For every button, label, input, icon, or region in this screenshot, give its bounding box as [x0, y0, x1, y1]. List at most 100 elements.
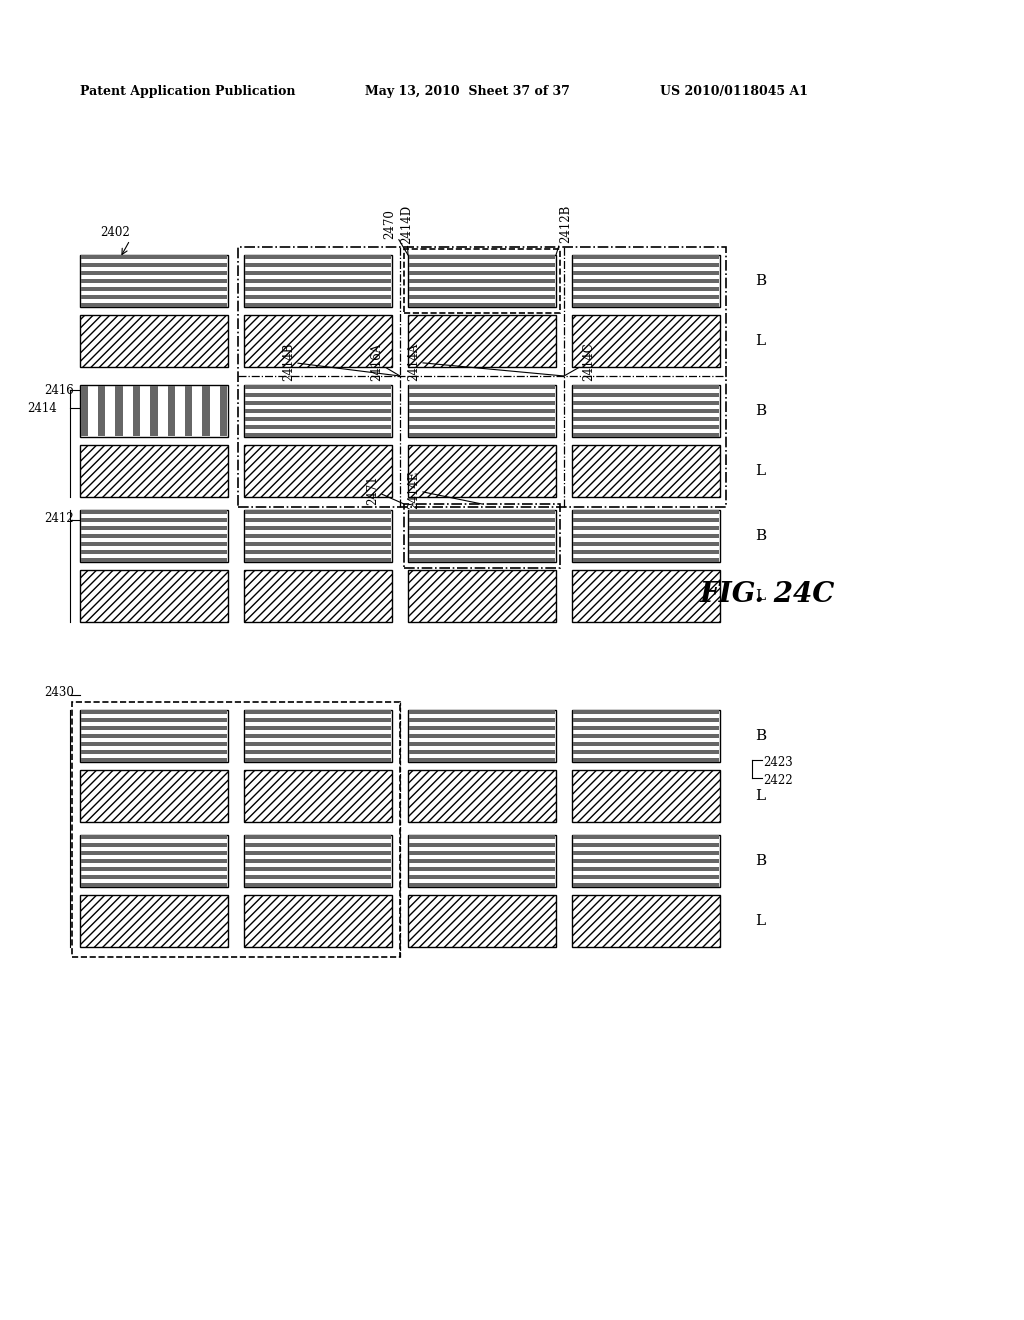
Bar: [572, 385, 720, 437]
Bar: [573, 417, 719, 421]
Bar: [409, 409, 555, 412]
Bar: [408, 510, 556, 562]
Bar: [409, 867, 555, 870]
Text: 2423: 2423: [763, 755, 793, 768]
Bar: [409, 836, 555, 838]
Bar: [572, 255, 720, 308]
Bar: [245, 550, 391, 553]
Bar: [81, 385, 88, 436]
Bar: [185, 385, 193, 436]
Text: 2414B: 2414B: [282, 343, 400, 381]
Bar: [409, 859, 555, 862]
Bar: [408, 770, 556, 822]
Text: 2402: 2402: [100, 226, 130, 239]
Bar: [409, 401, 555, 404]
Bar: [80, 255, 228, 308]
Text: L: L: [755, 913, 765, 928]
Bar: [245, 433, 391, 437]
Text: 2412B: 2412B: [556, 205, 572, 255]
Bar: [245, 417, 391, 421]
Bar: [245, 304, 391, 306]
Bar: [409, 296, 555, 298]
Bar: [409, 425, 555, 429]
Bar: [409, 417, 555, 421]
Bar: [81, 304, 227, 306]
Bar: [245, 742, 391, 746]
Text: 2414E: 2414E: [407, 471, 482, 510]
Bar: [573, 550, 719, 553]
Bar: [573, 734, 719, 738]
Bar: [573, 836, 719, 838]
Bar: [244, 770, 392, 822]
Bar: [245, 836, 391, 838]
Bar: [573, 263, 719, 267]
Bar: [133, 385, 140, 436]
Bar: [573, 255, 719, 259]
Bar: [408, 710, 556, 762]
Bar: [409, 718, 555, 722]
Bar: [81, 758, 227, 762]
Bar: [245, 726, 391, 730]
Bar: [81, 510, 227, 513]
Bar: [573, 433, 719, 437]
Bar: [81, 263, 227, 267]
Bar: [573, 758, 719, 762]
Bar: [409, 263, 555, 267]
Bar: [409, 550, 555, 553]
Text: May 13, 2010  Sheet 37 of 37: May 13, 2010 Sheet 37 of 37: [365, 86, 570, 99]
Bar: [116, 385, 123, 436]
Bar: [244, 895, 392, 946]
Text: 2414A: 2414A: [407, 343, 564, 381]
Bar: [244, 255, 392, 308]
Bar: [220, 385, 227, 436]
Bar: [409, 255, 555, 259]
Bar: [573, 543, 719, 545]
Bar: [409, 286, 555, 290]
Bar: [409, 279, 555, 282]
Bar: [245, 519, 391, 521]
Bar: [573, 535, 719, 537]
Bar: [572, 315, 720, 367]
Bar: [168, 385, 175, 436]
Bar: [572, 445, 720, 498]
Bar: [573, 409, 719, 412]
Text: B: B: [755, 529, 766, 543]
Bar: [81, 550, 227, 553]
Bar: [409, 535, 555, 537]
Text: L: L: [755, 589, 765, 603]
Bar: [245, 286, 391, 290]
Text: B: B: [755, 404, 766, 418]
Bar: [245, 758, 391, 762]
Bar: [404, 504, 560, 568]
Bar: [572, 895, 720, 946]
Bar: [81, 883, 227, 887]
Bar: [244, 570, 392, 622]
Text: 2414: 2414: [27, 401, 56, 414]
Bar: [81, 519, 227, 521]
Bar: [81, 742, 227, 746]
Bar: [245, 393, 391, 396]
Bar: [245, 710, 391, 714]
Bar: [245, 385, 391, 388]
Bar: [573, 843, 719, 846]
Bar: [81, 279, 227, 282]
Bar: [409, 543, 555, 545]
Bar: [408, 315, 556, 367]
Bar: [409, 843, 555, 846]
Bar: [245, 279, 391, 282]
Bar: [409, 271, 555, 275]
Bar: [408, 255, 556, 308]
Bar: [573, 385, 719, 388]
Bar: [409, 758, 555, 762]
Bar: [81, 726, 227, 730]
Bar: [409, 510, 555, 513]
Bar: [244, 836, 392, 887]
Bar: [245, 527, 391, 529]
Bar: [81, 867, 227, 870]
Bar: [81, 527, 227, 529]
Bar: [245, 425, 391, 429]
Bar: [409, 734, 555, 738]
Bar: [245, 271, 391, 275]
Bar: [151, 385, 158, 436]
Bar: [409, 710, 555, 714]
